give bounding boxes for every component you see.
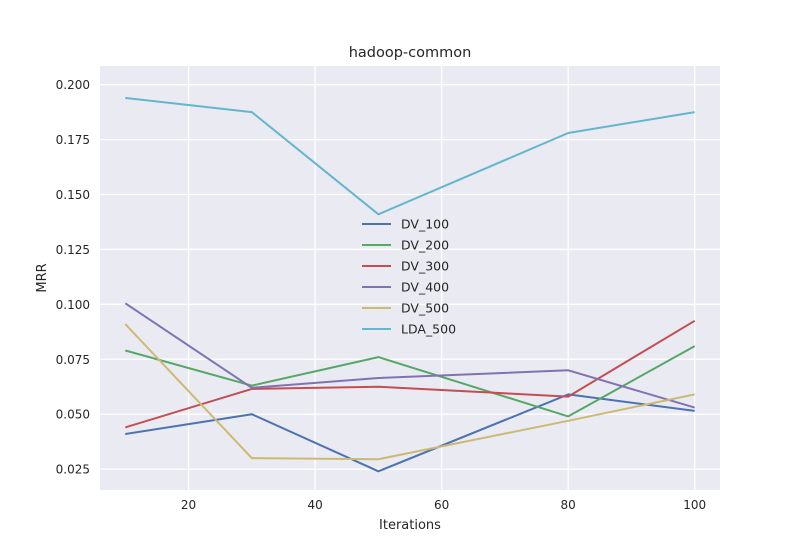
y-tick-label: 0.150 [56, 188, 90, 202]
y-tick-label: 0.125 [56, 243, 90, 257]
x-axis-label: Iterations [379, 518, 441, 533]
series-line-dv-200 [125, 345, 696, 418]
y-axis-label: MRR [35, 263, 50, 292]
grid-lines [100, 66, 720, 490]
y-tick-label: 0.100 [56, 298, 90, 312]
series-line-dv-300 [125, 319, 696, 429]
legend-label: LDA_500 [401, 322, 456, 337]
y-tick-label: 0.050 [56, 408, 90, 422]
x-tick-label: 100 [683, 498, 706, 512]
y-tick-labels: 0.025 0.050 0.075 0.100 0.125 0.150 0.175 0.200 [56, 78, 90, 476]
series-line-dv-100 [125, 393, 695, 473]
series-line-dv-500 [124, 323, 695, 461]
legend-label: DV_400 [401, 280, 449, 295]
x-tick-label: 20 [181, 498, 196, 512]
x-tick-label: 60 [434, 498, 449, 512]
legend-label: DV_100 [401, 217, 449, 232]
y-tick-label: 0.200 [56, 78, 90, 92]
y-tick-label: 0.025 [56, 463, 90, 477]
legend-label: DV_300 [401, 259, 449, 274]
legend-label: DV_500 [401, 301, 449, 316]
series-line-lda-500 [125, 96, 695, 216]
legend-label: DV_200 [401, 238, 449, 253]
chart-title: hadoop-common [349, 45, 472, 61]
x-tick-labels: 20 40 60 80 100 [181, 498, 706, 512]
x-tick-label: 80 [561, 498, 576, 512]
series-lines [124, 96, 696, 473]
plot-background [100, 66, 720, 490]
y-tick-label: 0.175 [56, 133, 90, 147]
x-tick-label: 40 [307, 498, 322, 512]
legend: DV_100 DV_200 DV_300 DV_400 DV_500 LDA_500 [362, 217, 456, 337]
y-tick-label: 0.075 [56, 353, 90, 367]
series-line-dv-400 [124, 302, 695, 409]
